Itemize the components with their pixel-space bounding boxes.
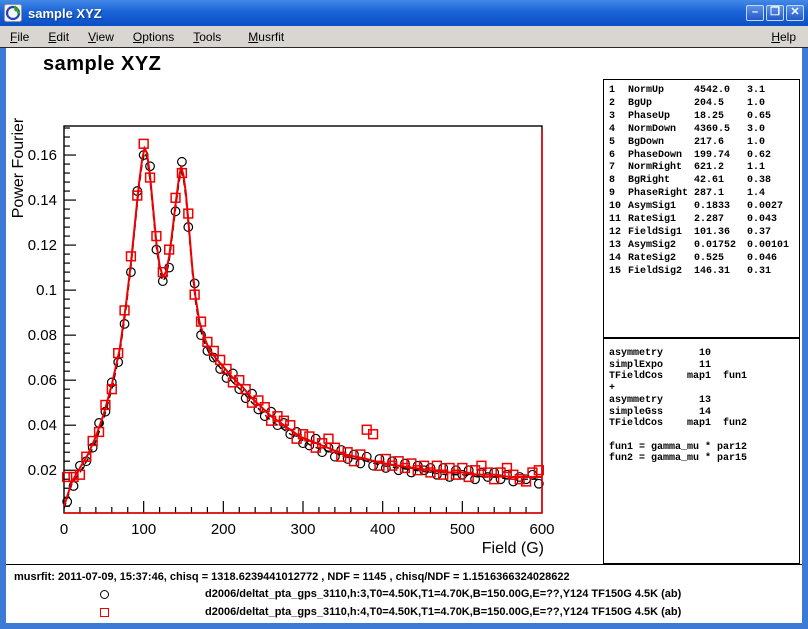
param-row: 14 RateSig2 0.525 0.046 <box>609 252 778 264</box>
fit-status-text: musrfit: 2011-07-09, 15:37:46, chisq = 1… <box>14 571 570 583</box>
param-row: 3 PhaseUp 18.25 0.65 <box>609 110 772 122</box>
minimize-icon: – <box>751 6 759 18</box>
x-tick-label: 400 <box>370 521 395 538</box>
param-row: 15 FieldSig2 146.31 0.31 <box>609 265 772 277</box>
series-data-h4-squares <box>62 138 544 487</box>
series-data-h3-circles <box>62 150 544 507</box>
param-row: 8 BgRight 42.61 0.38 <box>609 175 772 187</box>
param-row: 4 NormDown 4360.5 3.0 <box>609 123 766 135</box>
circle-marker-icon <box>100 590 109 599</box>
param-row: 7 NormRight 621.2 1.1 <box>609 162 766 174</box>
x-tick-label: 0 <box>60 521 68 538</box>
menu-item-view[interactable]: View <box>88 29 114 44</box>
menu-item-musrfit[interactable]: Musrfit <box>248 29 285 44</box>
status-area: musrfit: 2011-07-09, 15:37:46, chisq = 1… <box>6 564 802 623</box>
y-tick-label: 0.08 <box>28 327 57 344</box>
plot-canvas: 0 100 200 300 400 500 6000.020.040.060.080.10.… <box>10 117 555 557</box>
y-axis-title: Power Fourier <box>10 117 27 218</box>
title-bar[interactable]: sample XYZ – ❒ ✕ <box>0 0 808 26</box>
x-tick-label: 300 <box>290 521 315 538</box>
theory-text: asymmetry 10 simplExpo 11 TFieldCos map1… <box>609 348 748 465</box>
close-button[interactable]: ✕ <box>786 5 804 21</box>
canvas-area: sample XYZ 0 100 200 300 400 500 600 0.02 0.04 0.… <box>6 48 802 623</box>
close-icon: ✕ <box>790 6 800 18</box>
menu-item-file[interactable]: File <box>10 29 30 44</box>
y-tick-label: 0.04 <box>28 417 57 434</box>
x-tick-label: 500 <box>450 521 475 538</box>
legend-label: d2006/deltat_pta_gps_3110,h:4,T0=4.50K,T… <box>205 606 682 618</box>
y-tick-label: 0.16 <box>28 147 57 164</box>
param-row: 13 AsymSig2 0.01752 0.00101 <box>609 239 790 251</box>
fit-parameters-panel: 1 NormUp 4542.0 3.1 2 BgUp 204.5 1.0 3 PhaseUp 18.… <box>603 79 800 338</box>
maximize-button[interactable]: ❒ <box>766 5 784 21</box>
param-row: 6 PhaseDown 199.74 0.62 <box>609 149 772 161</box>
y-tick-label: 0.1 <box>36 282 57 299</box>
param-row: 2 BgUp 204.5 1.0 <box>609 97 766 109</box>
y-tick-label: 0.02 <box>28 462 57 479</box>
minimize-button[interactable]: – <box>746 5 764 21</box>
menu-item-help[interactable]: Help <box>771 29 796 44</box>
param-row: 11 RateSig1 2.287 0.043 <box>609 214 778 226</box>
plot-title: sample XYZ <box>43 53 162 75</box>
x-tick-label: 200 <box>211 521 236 538</box>
x-axis-ticks: 0 100 200 300 400 500 600 <box>60 501 555 538</box>
x-tick-label: 100 <box>131 521 156 538</box>
maximize-icon: ❒ <box>770 6 780 18</box>
theory-panel: asymmetry 10 simplExpo 11 TFieldCos map1… <box>603 338 800 564</box>
y-tick-label: 0.14 <box>28 192 57 209</box>
param-row: 5 BgDown 217.6 1.0 <box>609 136 766 148</box>
menu-bar: File Edit View Options Tools Musrfit Help <box>0 26 808 48</box>
legend-item: d2006/deltat_pta_gps_3110,h:4,T0=4.50K,T… <box>6 605 802 621</box>
square-marker-icon <box>100 608 109 617</box>
param-row: 9 PhaseRight 287.1 1.4 <box>609 188 766 200</box>
plot-frame <box>63 125 543 514</box>
x-tick-label: 600 <box>529 521 554 538</box>
menu-item-tools[interactable]: Tools <box>193 29 222 44</box>
y-axis-ticks: 0.02 0.04 0.06 0.08 0.1 0.12 0.14 0.16 <box>28 127 76 507</box>
menu-item-edit[interactable]: Edit <box>48 29 70 44</box>
app-icon <box>4 4 22 22</box>
x-axis-title: Field (G) <box>482 540 544 557</box>
y-tick-label: 0.12 <box>28 237 57 254</box>
param-row: 1 NormUp 4542.0 3.1 <box>609 85 766 96</box>
legend-item: d2006/deltat_pta_gps_3110,h:3,T0=4.50K,T… <box>6 587 802 603</box>
y-tick-label: 0.06 <box>28 372 57 389</box>
menu-item-options[interactable]: Options <box>132 29 175 44</box>
window-title: sample XYZ <box>28 5 102 21</box>
legend-label: d2006/deltat_pta_gps_3110,h:3,T0=4.50K,T… <box>205 588 682 600</box>
param-row: 10 AsymSig1 0.1833 0.0027 <box>609 201 784 213</box>
param-row: 12 FieldSig1 101.36 0.37 <box>609 226 772 238</box>
series-fit-h4-red <box>63 145 542 507</box>
